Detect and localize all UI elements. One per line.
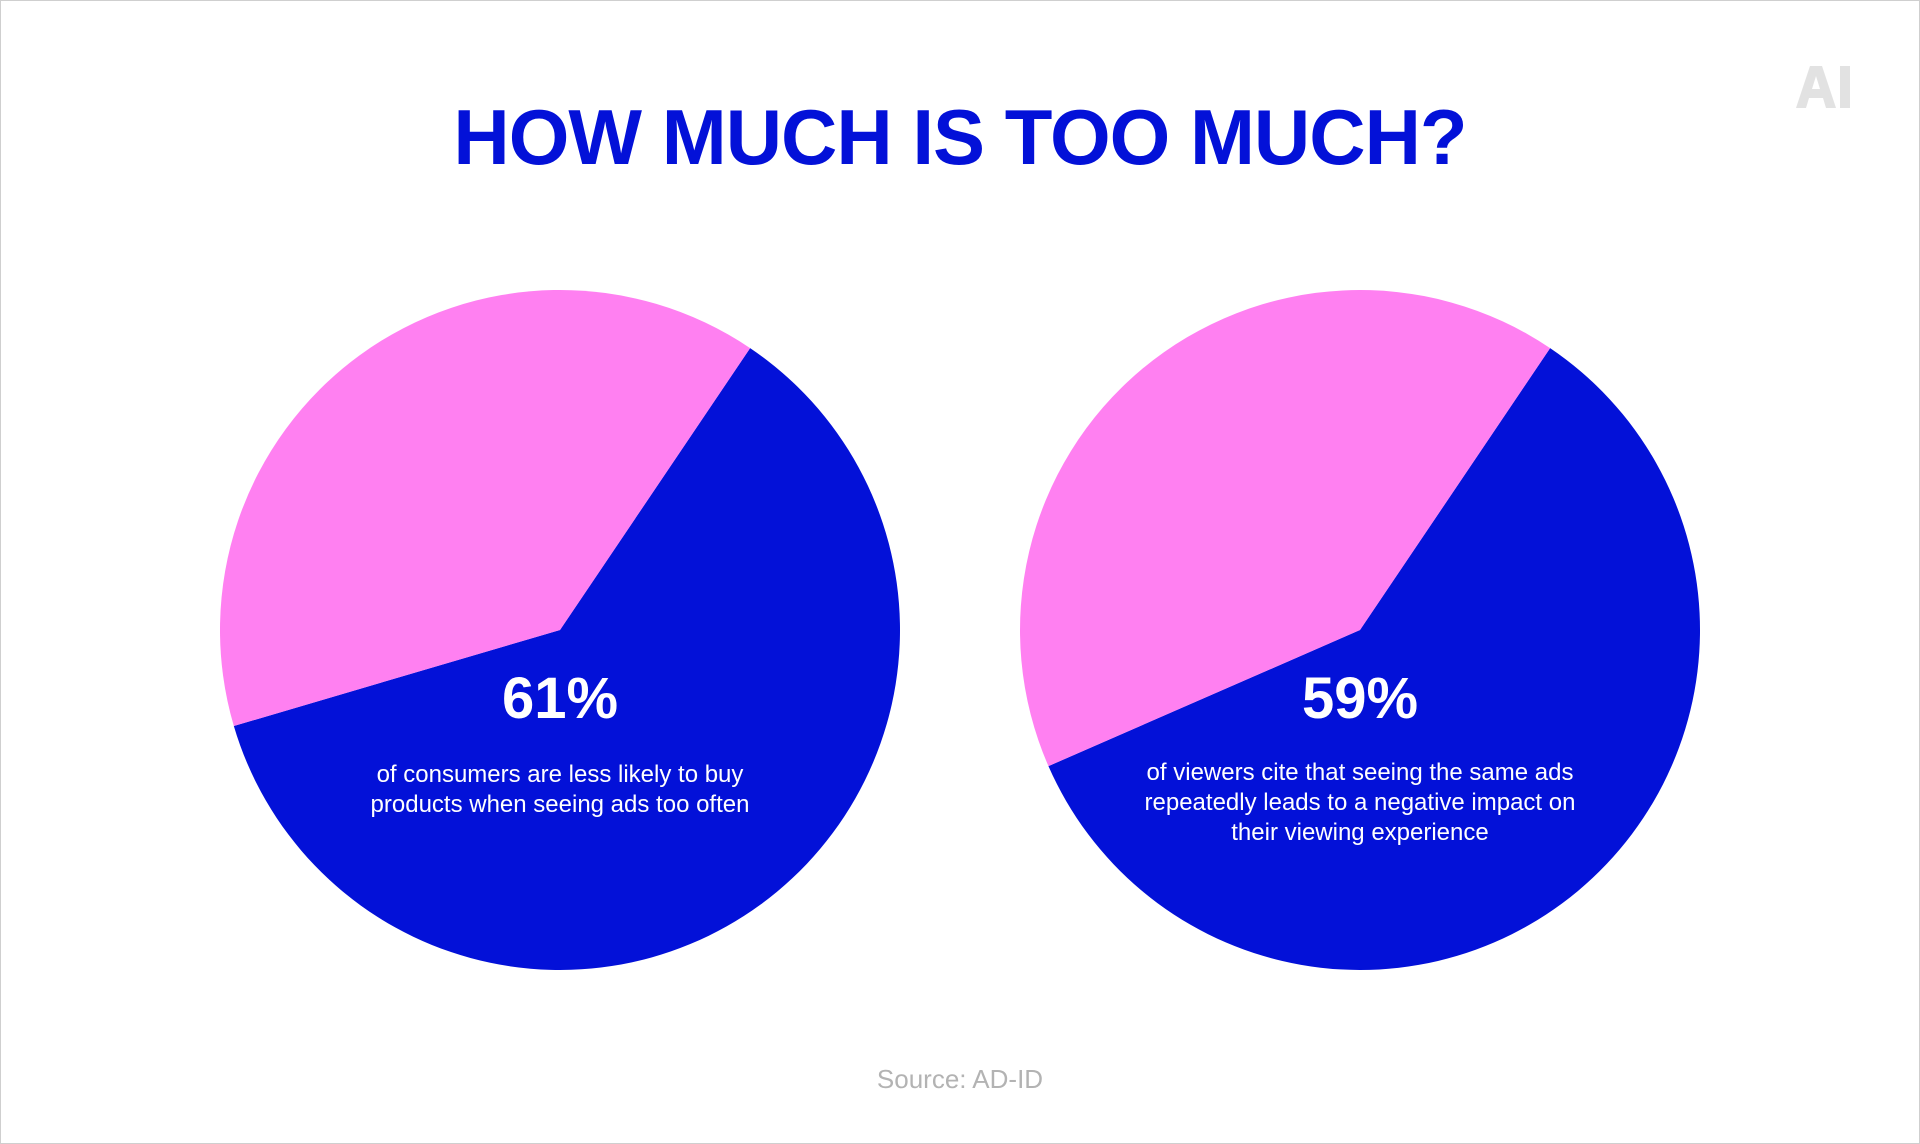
pie-1-description-line: products when seeing ads too often <box>371 791 750 818</box>
pie-2-description-line: their viewing experience <box>1231 819 1488 846</box>
pie-chart-2: 59% of viewers cite that seeing the same … <box>1020 290 1701 971</box>
logo-letter-i <box>1840 66 1850 108</box>
pie-2-description-line: repeatedly leads to a negative impact on <box>1145 789 1576 816</box>
pie-chart-1: 61% of consumers are less likely to buy pr… <box>219 289 900 970</box>
ai-logo: AI <box>1796 66 1850 108</box>
pie-2-slice-2 <box>1020 290 1551 767</box>
pie-1-description-line: of consumers are less likely to buy <box>377 761 744 788</box>
pie-1-percent-label: 61% <box>502 666 618 731</box>
source-note: Source: AD-ID <box>876 1064 1044 1094</box>
pie-2-description-line: of viewers cite that seeing the same ads <box>1147 759 1574 786</box>
pie-2-percent-label: 59% <box>1302 666 1418 731</box>
page-title: HOW MUCH IS TOO MUCH? <box>453 93 1467 181</box>
pie-2-slice-1 <box>1048 348 1701 971</box>
pie-1-slice-2 <box>219 289 751 726</box>
pie-1-slice-1 <box>233 348 900 970</box>
logo-letter-a <box>1796 66 1836 108</box>
